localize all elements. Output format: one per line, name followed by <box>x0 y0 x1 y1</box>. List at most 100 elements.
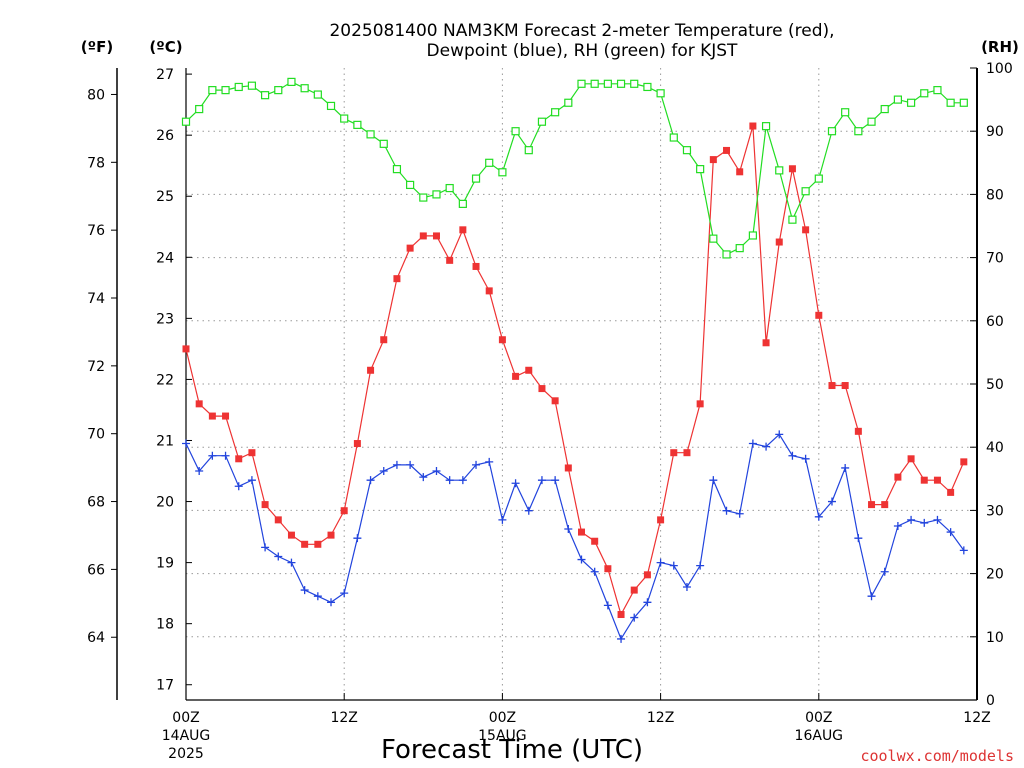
dewpoint-point <box>709 476 718 485</box>
dewpoint-point <box>498 515 507 524</box>
temperature-point <box>709 156 717 164</box>
temperature-point <box>459 226 467 234</box>
rh-point <box>946 98 955 107</box>
rh-point <box>841 108 850 117</box>
temperature-point <box>907 455 915 463</box>
series-layer <box>181 77 968 643</box>
rh-point <box>906 98 916 107</box>
temperature-point <box>327 531 335 539</box>
dewpoint-point <box>485 457 494 466</box>
rh-tick-label: 80 <box>986 187 1004 203</box>
temperature-point <box>222 412 230 420</box>
rh-point <box>775 166 784 175</box>
rh-point <box>827 127 837 136</box>
rh-point <box>788 215 797 224</box>
dewpoint-point <box>590 567 599 576</box>
celsius-tick-label: 23 <box>156 311 174 327</box>
temperature-point <box>235 455 243 463</box>
temperature-point <box>894 473 902 481</box>
temperature-point <box>815 311 823 319</box>
x-tick-year-label: 2025 <box>168 746 204 762</box>
rh-point <box>854 127 863 136</box>
dewpoint-point <box>722 506 731 515</box>
temperature-point <box>314 540 322 548</box>
dewpoint-point <box>907 515 916 524</box>
dewpoint-point <box>208 451 217 460</box>
dewpoint-point <box>472 460 481 469</box>
dewpoint-point <box>880 567 889 576</box>
temperature-point <box>274 516 282 524</box>
rh-point <box>261 91 270 100</box>
dewpoint-point <box>682 583 691 592</box>
rh-tick-label: 40 <box>986 440 1004 456</box>
rh-point <box>577 79 586 88</box>
dewpoint-point <box>933 515 942 524</box>
rh-tick-label: 60 <box>986 314 1004 330</box>
x-tick-label: 00Z <box>489 710 516 726</box>
temperature-point <box>749 122 757 130</box>
rh-point <box>709 234 718 243</box>
rh-point <box>458 199 467 208</box>
rh-point <box>313 90 322 99</box>
rh-point <box>630 79 639 88</box>
celsius-tick-label: 17 <box>156 678 174 694</box>
temperature-point <box>419 232 427 240</box>
rh-point <box>392 165 402 174</box>
temperature-point <box>854 427 862 435</box>
rh-point <box>590 79 599 88</box>
rh-series <box>181 77 968 259</box>
temperature-point <box>208 412 216 420</box>
rh-point <box>880 104 889 114</box>
x-tick-date-label: 15AUG <box>478 728 527 744</box>
dewpoint-point <box>458 476 467 485</box>
dewpoint-point <box>603 601 612 610</box>
rh-point <box>656 89 665 98</box>
dewpoint-point <box>234 482 243 491</box>
dewpoint-point <box>274 552 283 561</box>
rh-point <box>498 168 507 177</box>
fahrenheit-tick-label: 70 <box>87 427 105 443</box>
rh-point <box>867 117 876 126</box>
x-tick-label: 12Z <box>330 710 357 726</box>
rh-point <box>814 174 823 183</box>
temperature-point <box>868 501 876 509</box>
dewpoint-point <box>366 476 375 485</box>
rh-point <box>181 117 191 126</box>
temperature-point <box>828 382 836 390</box>
rh-point <box>379 139 388 148</box>
temperature-point <box>841 382 849 390</box>
dewpoint-point <box>788 451 797 460</box>
dewpoint-point <box>537 476 546 485</box>
dewpoint-point <box>920 518 929 527</box>
temperature-point <box>802 226 810 234</box>
credit-text: coolwx.com/models <box>860 747 1014 765</box>
dewpoint-point <box>827 497 836 506</box>
rh-point <box>801 187 810 196</box>
dewpoint-point <box>313 592 322 601</box>
fahrenheit-tick-label: 76 <box>87 223 105 239</box>
fahrenheit-tick-label: 78 <box>87 155 105 171</box>
dewpoint-point <box>841 463 850 472</box>
temperature-point <box>683 449 691 457</box>
temperature-point <box>591 537 599 545</box>
fahrenheit-tick-label: 68 <box>87 495 105 511</box>
dewpoint-point <box>748 439 757 448</box>
temperature-point <box>287 531 295 539</box>
rh-tick-label: 0 <box>986 693 995 709</box>
temperature-point <box>643 571 651 579</box>
temperature-point <box>380 336 388 344</box>
temperature-point <box>525 366 533 374</box>
rh-line <box>185 81 964 256</box>
rh-point <box>247 81 257 90</box>
fahrenheit-tick-label: 66 <box>87 562 105 578</box>
rh-point <box>366 130 375 139</box>
celsius-tick-label: 20 <box>156 495 174 511</box>
temperature-series <box>182 122 968 619</box>
temperature-point <box>432 232 440 240</box>
fahrenheit-tick-label: 64 <box>87 630 105 646</box>
dewpoint-point <box>577 555 586 564</box>
dewpoint-point <box>735 509 744 518</box>
temperature-point <box>406 244 414 252</box>
rh-point <box>893 95 903 104</box>
